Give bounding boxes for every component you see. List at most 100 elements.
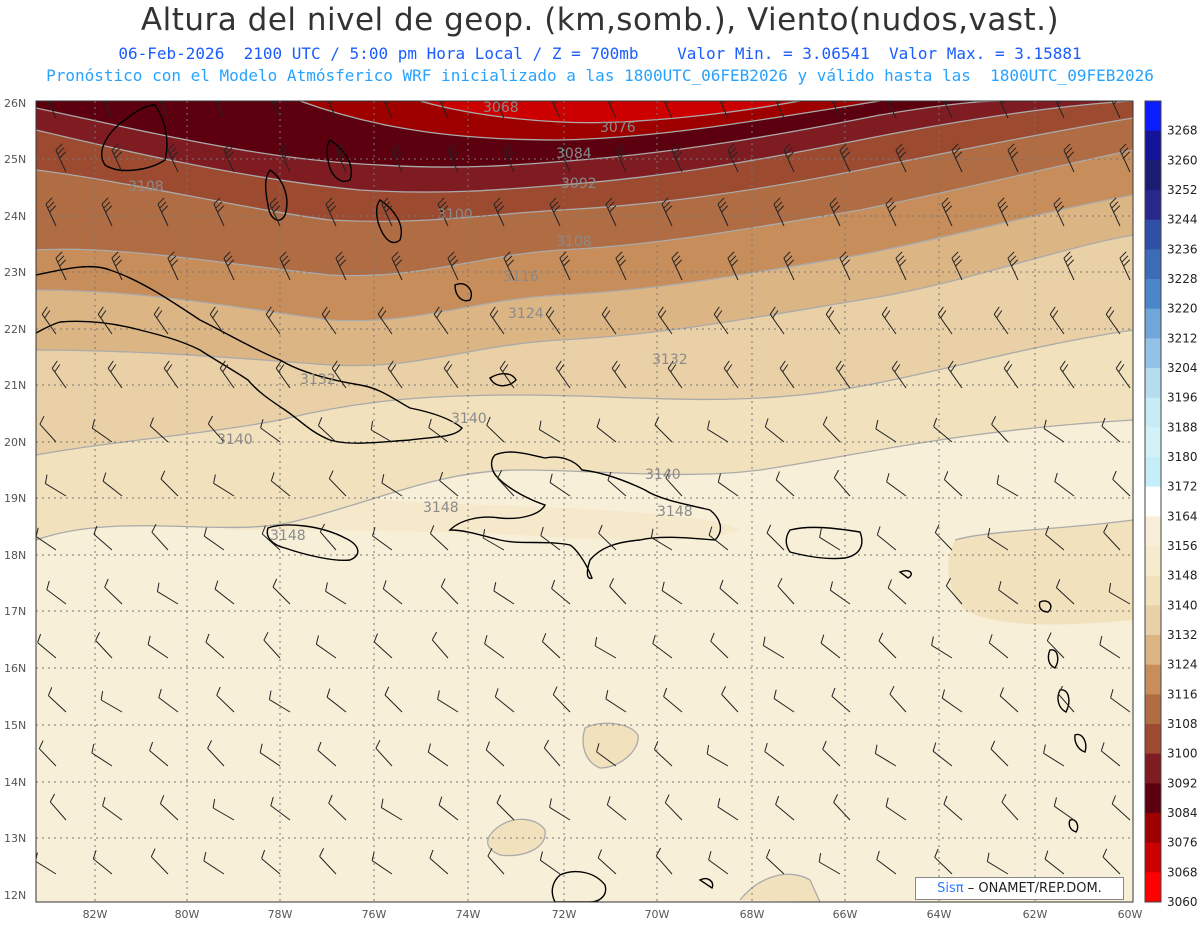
wind-barb (839, 251, 851, 281)
wind-barb (91, 743, 113, 767)
wind-barb (487, 847, 505, 875)
colorbar-swatch (1145, 753, 1161, 784)
wind-barb (775, 795, 795, 821)
wind-barb (943, 101, 953, 119)
wind-barb (47, 687, 67, 713)
wind-barb (551, 101, 561, 119)
colorbar-swatch (1145, 546, 1161, 577)
wind-barb (319, 523, 337, 551)
colorbar-label: 3260 (1167, 153, 1198, 167)
colorbar-swatch (1145, 160, 1161, 191)
colorbar-swatch (1145, 605, 1161, 636)
wind-barb (539, 851, 561, 875)
wind-barb (203, 851, 225, 875)
wind-barb (497, 470, 515, 497)
wind-barb (1044, 850, 1065, 875)
wind-barb (275, 360, 291, 389)
lat-label: 25N (4, 153, 26, 166)
wind-barb (496, 794, 515, 821)
wind-barb (825, 306, 841, 335)
lon-label: 74W (456, 908, 481, 921)
wind-barb (665, 469, 683, 497)
wind-barb (147, 635, 169, 659)
colorbar-swatch (1145, 338, 1161, 369)
wind-barb (167, 143, 179, 173)
wind-barb (160, 470, 179, 497)
wind-barb (47, 101, 57, 119)
wind-barb (55, 251, 67, 281)
wind-barb (495, 101, 505, 119)
wind-barb (1043, 419, 1065, 443)
wind-barb (998, 581, 1019, 605)
colorbar-swatch (1145, 397, 1161, 428)
wind-barb (431, 631, 449, 659)
wind-barb (259, 743, 281, 767)
inagua-island (489, 373, 517, 387)
map-frame (35, 100, 1134, 903)
colorbar-swatch (1145, 813, 1161, 844)
wind-barb (271, 101, 281, 119)
wind-barb (878, 632, 897, 659)
wind-barb (486, 416, 505, 443)
wind-barb (159, 101, 169, 119)
colorbar-label: 3116 (1167, 687, 1198, 701)
wind-barb (1049, 306, 1065, 335)
wind-barb (727, 143, 739, 173)
bahamas-island-2 (326, 139, 352, 182)
wind-barb (91, 419, 113, 443)
wind-barb (598, 524, 617, 551)
wind-barb (482, 529, 505, 551)
wind-barb (783, 143, 795, 173)
wind-barb (829, 581, 851, 605)
contour-label: 3132 (300, 372, 336, 388)
wind-barb (999, 101, 1009, 119)
wind-barb (44, 474, 67, 497)
lat-label: 23N (4, 266, 26, 279)
colorbar-label: 3268 (1167, 124, 1198, 138)
curacao (698, 878, 714, 890)
wind-barb (335, 251, 347, 281)
wind-barb (895, 251, 907, 281)
wind-barb (1054, 472, 1075, 497)
wind-barb (1119, 143, 1131, 173)
wind-barb (999, 687, 1019, 713)
wind-barb (209, 306, 225, 335)
wind-barb (370, 421, 393, 443)
latitude-axis: 26N 25N 24N 23N 22N 21N 20N 19N 18N 17N … (4, 97, 26, 902)
colorbar-label: 3188 (1167, 420, 1198, 434)
wind-barb (317, 741, 337, 767)
model-info-line: Pronóstico con el Modelo Atmósferico WRF… (46, 66, 1154, 85)
wind-barb (1111, 101, 1121, 119)
wind-barb (439, 471, 459, 497)
wind-barb (372, 527, 393, 551)
wind-barb (1103, 524, 1121, 551)
wind-barb (773, 689, 795, 713)
wind-barb (937, 306, 953, 335)
wind-barb (381, 197, 393, 227)
wind-barb (1059, 360, 1075, 389)
colorbar-swatch (1145, 694, 1161, 725)
lat-label: 12N (4, 889, 26, 902)
wind-barb (214, 580, 235, 605)
wind-barb (661, 581, 683, 605)
wind-barb (887, 101, 897, 119)
wind-barb (377, 306, 393, 335)
wind-barb (881, 306, 897, 335)
lat-label: 16N (4, 662, 26, 675)
wind-barb (438, 796, 459, 821)
colorbar-swatch (1145, 872, 1161, 903)
wind-barb (549, 798, 571, 821)
wind-barb (941, 689, 963, 713)
colorbar-label: 3060 (1167, 895, 1198, 909)
guadeloupe (1038, 600, 1052, 613)
wind-barb (149, 417, 169, 443)
wind-barb (433, 306, 449, 335)
wind-barb (1119, 251, 1131, 281)
contour-label: 3100 (437, 207, 473, 223)
wind-barb (1099, 635, 1121, 659)
wind-barb (713, 306, 729, 335)
contour-labels: 3068 3076 3084 3092 3100 3108 3108 3116 … (128, 100, 693, 544)
lon-label: 72W (552, 908, 577, 921)
colorbar-swatch (1145, 457, 1161, 488)
sispi-logo: Sisπ (937, 881, 964, 896)
